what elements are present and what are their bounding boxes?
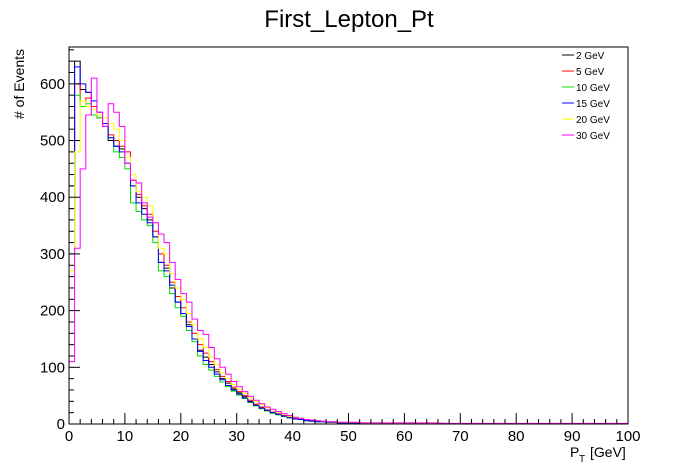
y-tick-label: 400 <box>40 189 65 206</box>
x-tick-label: 40 <box>284 428 301 445</box>
chart-title: First_Lepton_Pt <box>264 6 434 33</box>
x-axis-label-main: P <box>570 444 579 460</box>
x-axis: 0 10 20 30 40 50 60 70 80 90 100 <box>65 413 641 445</box>
legend-label: 20 GeV <box>576 115 610 126</box>
x-tick-label: 90 <box>564 428 581 445</box>
x-axis-label-subscript: T <box>579 454 585 465</box>
series-line-20-gev <box>68 100 628 424</box>
legend-label: 2 GeV <box>576 51 605 62</box>
x-tick-label: 20 <box>172 428 189 445</box>
y-axis-label: # of Events <box>11 49 27 119</box>
series-line-10-gev <box>68 94 628 425</box>
x-axis-label: P T [GeV] <box>570 444 626 465</box>
y-tick-label: 100 <box>40 359 65 376</box>
legend-label: 15 GeV <box>576 99 610 110</box>
y-tick-label: 200 <box>40 303 65 320</box>
legend-label: 5 GeV <box>576 67 605 78</box>
series-line-30-gev <box>68 77 628 424</box>
legend: 2 GeV 5 GeV 10 GeV 15 GeV 20 GeV 30 GeV <box>562 51 610 142</box>
x-tick-label: 60 <box>396 428 413 445</box>
x-tick-label: 70 <box>452 428 469 445</box>
x-tick-label: 100 <box>615 428 640 445</box>
x-tick-label: 30 <box>228 428 245 445</box>
series-line-5-gev <box>68 83 628 425</box>
x-axis-label-unit: [GeV] <box>590 444 626 460</box>
histogram-series <box>68 60 628 425</box>
y-axis: 0 100 200 300 400 500 600 <box>40 49 80 433</box>
x-tick-label: 80 <box>508 428 525 445</box>
y-tick-label: 0 <box>57 416 65 433</box>
x-tick-label: 0 <box>65 428 73 445</box>
y-tick-label: 500 <box>40 133 65 150</box>
series-line-15-gev <box>68 66 628 425</box>
x-tick-label: 10 <box>117 428 134 445</box>
y-tick-label: 600 <box>40 76 65 93</box>
legend-label: 10 GeV <box>576 83 610 94</box>
x-tick-label: 50 <box>340 428 357 445</box>
legend-label: 30 GeV <box>576 131 610 142</box>
y-tick-label: 300 <box>40 246 65 263</box>
